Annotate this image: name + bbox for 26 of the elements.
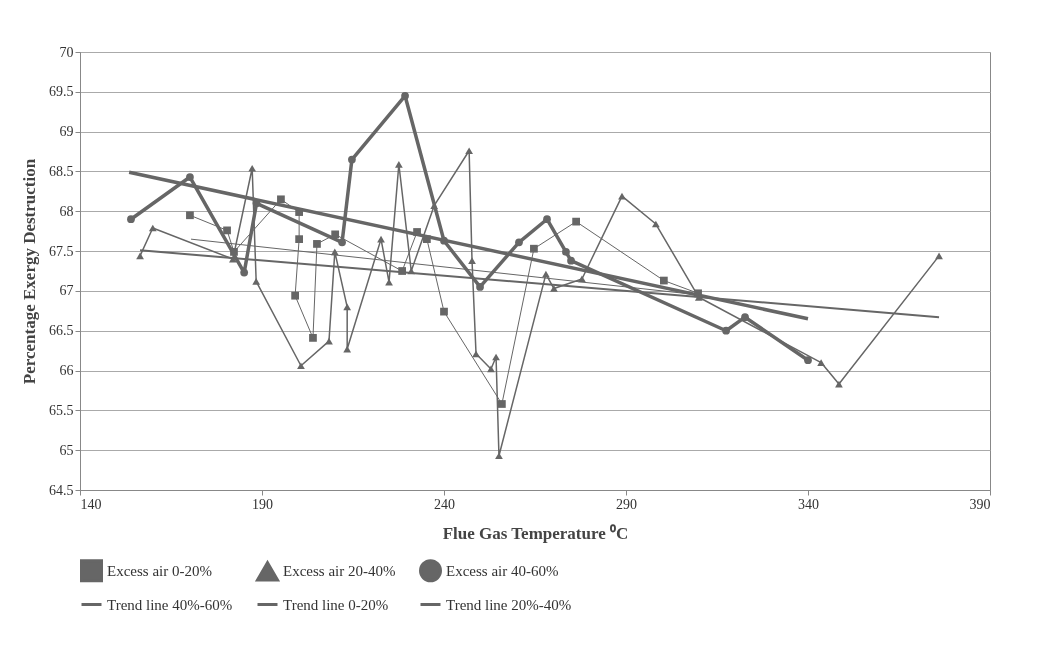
x-tick-label: 240 <box>434 496 455 512</box>
y-tick-label: 67.5 <box>49 243 74 259</box>
y-tick-label: 69 <box>59 124 74 140</box>
x-tick-label: 290 <box>616 496 637 512</box>
x-tick-label: 140 <box>80 496 102 512</box>
x-axis-title: Flue Gas Temperature ⁰C <box>442 523 629 543</box>
legend-label: Trend line 20%-40% <box>446 596 572 613</box>
legend-label: Excess air 0-20% <box>107 562 212 579</box>
y-tick-label: 67 <box>59 283 74 299</box>
y-tick-label: 65 <box>59 442 74 458</box>
legend-label: Excess air 40-60% <box>446 562 559 579</box>
x-tick-label: 340 <box>798 496 819 512</box>
x-tick-label: 390 <box>969 496 991 512</box>
y-tick-label: 65.5 <box>49 402 74 418</box>
y-tick-label: 68.5 <box>49 163 74 179</box>
y-tick-label: 69.5 <box>49 84 74 100</box>
legend-label: Trend line 0-20% <box>283 596 389 613</box>
y-tick-label: 64.5 <box>49 482 74 498</box>
y-tick-label: 66 <box>59 363 74 379</box>
y-tick-label: 66.5 <box>49 323 74 339</box>
legend-label: Excess air 20-40% <box>283 563 396 580</box>
x-tick-label: 190 <box>252 496 273 512</box>
legend-label: Trend line 40%-60% <box>107 596 233 613</box>
y-tick-label: 68 <box>59 203 74 219</box>
y-tick-label: 70 <box>59 44 74 60</box>
y-axis-title: Percentage Exergy Destruction <box>20 158 39 385</box>
